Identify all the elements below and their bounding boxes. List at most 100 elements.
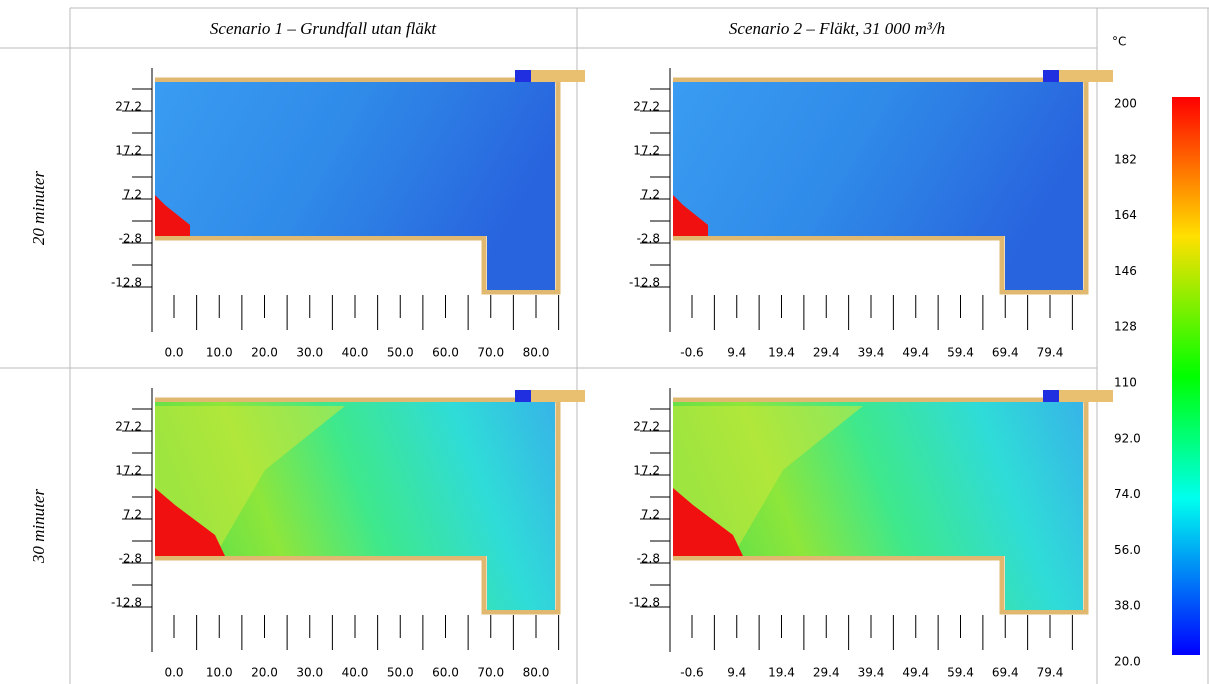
colorbar-tick-label: 128	[1114, 320, 1137, 334]
unit-label: °C	[1112, 35, 1126, 49]
column-header: Scenario 2 – Fläkt, 31 000 m³/h	[729, 19, 945, 38]
inlet	[515, 70, 585, 82]
hot-zone	[155, 195, 190, 236]
y-tick-label: 17.2	[633, 144, 660, 158]
x-tick-label: 69.4	[992, 666, 1019, 680]
y-tick-label: 27.2	[633, 420, 660, 434]
x-tick-label: 29.4	[813, 666, 840, 680]
y-tick-label: 17.2	[115, 144, 142, 158]
plot: 27.2 17.2 7.2 -2.8 -12.8 -0.6 9.4 19.4 29.4 39.4 4…	[629, 388, 1113, 680]
domain-frame	[673, 397, 1089, 615]
x-tick-label: 30.0	[296, 346, 323, 360]
colorbar-tick-label: 38.0	[1114, 599, 1141, 613]
plot: 27.2 17.2 7.2 -2.8 -12.8 0.0 10.0 20.0 30.0 40.0 5…	[111, 68, 585, 360]
colorbar-tick-label: 200	[1114, 97, 1137, 111]
domain-frame	[673, 77, 1089, 295]
y-tick-label: -2.8	[119, 232, 142, 246]
vent	[515, 70, 531, 82]
colorbar-tick-label: 92.0	[1114, 431, 1141, 445]
x-tick-label: 80.0	[523, 666, 550, 680]
y-tick-label: -12.8	[629, 596, 660, 610]
x-tick-label: 80.0	[523, 346, 550, 360]
warm-zone	[155, 406, 345, 556]
y-tick-label: 27.2	[633, 100, 660, 114]
x-tick-label: -0.6	[680, 666, 703, 680]
hot-zone	[673, 488, 743, 556]
colorbar-tick-label: 74.0	[1114, 487, 1141, 501]
x-tick-label: 9.4	[727, 346, 746, 360]
y-tick-label: 7.2	[641, 188, 660, 202]
y-tick-label: 17.2	[115, 464, 142, 478]
inlet	[1043, 390, 1113, 402]
colorbar-tick-label: 146	[1114, 264, 1137, 278]
y-tick-label: 7.2	[123, 508, 142, 522]
x-tick-label: 10.0	[206, 666, 233, 680]
colorbar-tick-label: 110	[1114, 376, 1137, 390]
x-tick-label: 50.0	[387, 346, 414, 360]
x-tick-label: 20.0	[251, 346, 278, 360]
y-tick-label: -12.8	[111, 276, 142, 290]
row-header: 30 minuter	[29, 489, 48, 565]
y-tick-label: -2.8	[637, 552, 660, 566]
hot-zone	[673, 195, 708, 236]
x-tick-label: 29.4	[813, 346, 840, 360]
vent	[515, 390, 531, 402]
colorbar-tick-label: 164	[1114, 208, 1137, 222]
x-tick-label: 30.0	[296, 666, 323, 680]
x-tick-label: 60.0	[432, 666, 459, 680]
y-tick-label: -12.8	[629, 276, 660, 290]
vent	[1043, 70, 1059, 82]
colorbar-tick-label: 182	[1114, 152, 1137, 166]
x-tick-label: 59.4	[947, 346, 974, 360]
column-header: Scenario 1 – Grundfall utan fläkt	[210, 19, 437, 38]
y-tick-label: 27.2	[115, 100, 142, 114]
x-tick-label: 39.4	[858, 346, 885, 360]
warm-zone	[673, 406, 863, 556]
y-tick-label: 7.2	[123, 188, 142, 202]
x-tick-label: 69.4	[992, 346, 1019, 360]
domain-frame	[155, 397, 561, 615]
row-header: 20 minuter	[29, 171, 48, 246]
y-tick-label: 7.2	[641, 508, 660, 522]
x-tick-label: 79.4	[1037, 346, 1064, 360]
inlet	[515, 390, 585, 402]
temperature-field	[155, 82, 555, 290]
x-tick-label: 49.4	[902, 666, 929, 680]
vent	[1043, 390, 1059, 402]
x-tick-label: 70.0	[477, 346, 504, 360]
colorbar-tick-label: 20.0	[1114, 655, 1141, 669]
x-tick-label: 0.0	[164, 346, 183, 360]
y-tick-label: -2.8	[119, 552, 142, 566]
y-tick-label: -2.8	[637, 232, 660, 246]
x-tick-label: 59.4	[947, 666, 974, 680]
x-tick-label: 50.0	[387, 666, 414, 680]
x-tick-label: 70.0	[477, 666, 504, 680]
domain-frame	[155, 77, 561, 295]
x-tick-label: 9.4	[727, 666, 746, 680]
temperature-field	[673, 82, 1083, 290]
plot: 27.2 17.2 7.2 -2.8 -12.8 -0.6 9.4 19.4 29.4 39.4 4…	[629, 68, 1113, 360]
x-tick-label: 40.0	[342, 666, 369, 680]
x-tick-label: 39.4	[858, 666, 885, 680]
x-tick-label: -0.6	[680, 346, 703, 360]
colorbar-tick-label: 56.0	[1114, 543, 1141, 557]
colorbar	[1172, 97, 1200, 655]
x-tick-label: 19.4	[768, 666, 795, 680]
x-tick-label: 19.4	[768, 346, 795, 360]
table-lines	[0, 7, 1209, 684]
x-tick-label: 20.0	[251, 666, 278, 680]
y-tick-label: 27.2	[115, 420, 142, 434]
plot: 27.2 17.2 7.2 -2.8 -12.8 0.0 10.0 20.0 30.0 40.0 5…	[111, 388, 585, 680]
x-tick-label: 60.0	[432, 346, 459, 360]
hot-zone	[155, 488, 225, 556]
x-tick-label: 0.0	[164, 666, 183, 680]
x-tick-label: 49.4	[902, 346, 929, 360]
x-tick-label: 79.4	[1037, 666, 1064, 680]
inlet	[1043, 70, 1113, 82]
x-tick-label: 40.0	[342, 346, 369, 360]
y-tick-label: 17.2	[633, 464, 660, 478]
x-tick-label: 10.0	[206, 346, 233, 360]
y-tick-label: -12.8	[111, 596, 142, 610]
